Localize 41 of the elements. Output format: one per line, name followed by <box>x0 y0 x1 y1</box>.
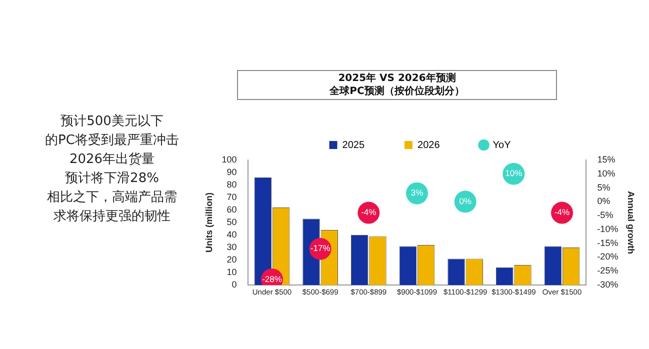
data-label: 0% <box>459 196 472 206</box>
y2-tick-label: -30% <box>597 279 618 290</box>
text: 预计500美元以下 <box>60 113 164 131</box>
y2-axis-title: Annual growth <box>626 191 636 254</box>
y-tick-label: 90 <box>226 166 237 177</box>
y-tick-label: 50 <box>226 216 237 227</box>
y-tick-label: 100 <box>222 154 237 164</box>
data-label: -4% <box>554 207 570 218</box>
y2-tick-label: 0% <box>597 196 610 206</box>
data-label: 3% <box>410 188 424 198</box>
y-tick-label: 60 <box>226 204 237 214</box>
text: 的PC将受到最严重冲击 <box>44 132 180 150</box>
y2-tick-label: -20% <box>597 252 618 262</box>
legend-label: 2026 <box>418 140 440 151</box>
y-tick-label: 80 <box>226 179 237 190</box>
y2-tick-label: 10% <box>597 168 616 178</box>
chart-subtitle: 全球PC预测（按价位段划分） <box>328 85 466 98</box>
data-label: -28% <box>262 274 282 284</box>
y-tick-label: 20 <box>226 254 237 264</box>
y2-tick-label: -15% <box>597 238 618 248</box>
y-tick-label: 30 <box>226 242 237 252</box>
text: 求将保持更强的韧性 <box>54 209 170 224</box>
y-tick-label: 40 <box>226 229 237 240</box>
text: 预计将下滑28% <box>64 170 160 188</box>
chart-title: 2025年 VS 2026年预测 <box>337 72 457 85</box>
legend-label: YoY <box>492 140 512 151</box>
legend-label: 2025 <box>342 140 365 151</box>
y-tick-label: 0 <box>232 279 237 290</box>
y-axis-title: Units (million) <box>204 192 214 252</box>
data-label: -4% <box>361 207 377 218</box>
data-label: 10% <box>505 168 523 178</box>
y2-tick-label: 15% <box>597 154 616 164</box>
data-label: -17% <box>310 243 331 254</box>
y2-tick-label: -25% <box>597 266 618 276</box>
y-tick-label: 70 <box>226 192 237 202</box>
y2-tick-label: 5% <box>597 182 610 192</box>
y2-tick-label: -5% <box>597 210 614 220</box>
y-tick-label: 10 <box>226 266 237 277</box>
y2-tick-label: -10% <box>597 224 618 234</box>
text: 相比之下，高端产品需 <box>47 190 177 205</box>
text: 2026年出货量 <box>68 151 156 169</box>
